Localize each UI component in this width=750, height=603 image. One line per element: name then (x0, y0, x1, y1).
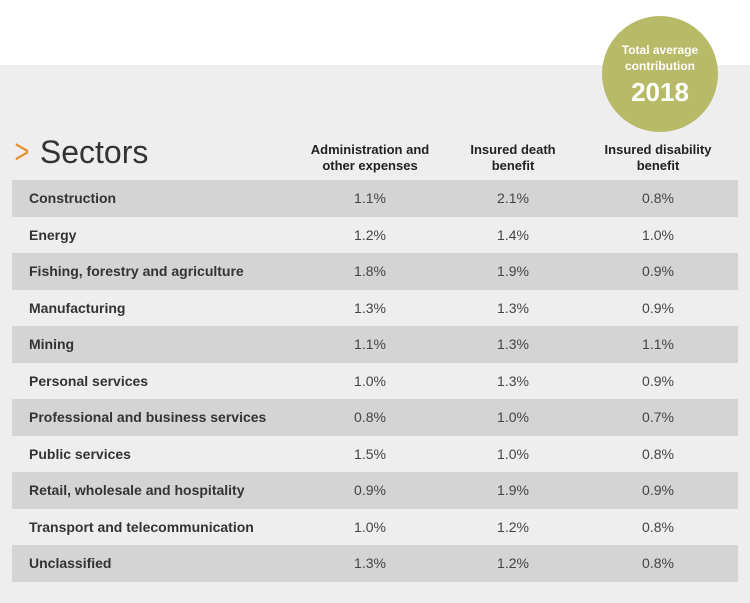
table-cell: 0.7% (642, 409, 674, 426)
table-cell: 1.3% (497, 372, 529, 389)
sector-name: Unclassified (29, 555, 112, 572)
table-cell: 1.2% (497, 518, 529, 535)
sectors-heading: > Sectors (12, 130, 148, 174)
table-cell: 1.9% (497, 263, 529, 280)
table-row: Construction 1.1% 2.1% 0.8% (12, 180, 738, 217)
table-cell: 1.3% (497, 299, 529, 316)
table-cell: 1.2% (497, 555, 529, 572)
table-cell: 0.9% (642, 299, 674, 316)
column-header-line: benefit (491, 158, 535, 173)
table-cell: 1.8% (354, 263, 386, 280)
column-header-line: Administration and (310, 142, 430, 157)
table-cell: 1.2% (354, 226, 386, 243)
table-row: Personal services 1.0% 1.3% 0.9% (12, 363, 738, 400)
table-cell: 1.5% (354, 445, 386, 462)
table-row: Professional and business services 0.8% 1.… (12, 399, 738, 436)
column-header-death-benefit: Insured death benefit (443, 142, 583, 174)
table-cell: 0.8% (642, 190, 674, 207)
table-row: Energy 1.2% 1.4% 1.0% (12, 217, 738, 254)
table-cell: 1.0% (497, 445, 529, 462)
table-cell: 0.9% (354, 482, 386, 499)
sector-name: Mining (29, 336, 75, 353)
sector-name: Public services (29, 445, 131, 462)
table-cell: 1.1% (642, 336, 674, 353)
table-cell: 1.0% (354, 518, 386, 535)
table-cell: 0.8% (354, 409, 386, 426)
column-header-disability-benefit: Insured disability benefit (588, 142, 728, 174)
column-header-administration: Administration and other expenses (300, 142, 440, 174)
sector-name: Manufacturing (29, 299, 126, 316)
table-cell: 2.1% (497, 190, 529, 207)
sector-name: Retail, wholesale and hospitality (29, 482, 245, 499)
table-cell: 1.3% (354, 555, 386, 572)
table-cell: 1.1% (354, 190, 386, 207)
table-cell: 1.9% (497, 482, 529, 499)
table-row: Public services 1.5% 1.0% 0.8% (12, 436, 738, 473)
sector-name: Fishing, forestry and agriculture (29, 263, 244, 280)
column-header-line: Insured death (470, 142, 556, 157)
table-cell: 1.0% (497, 409, 529, 426)
table-cell: 1.1% (354, 336, 386, 353)
page-title: Sectors (39, 134, 149, 170)
sector-name: Professional and business services (29, 409, 267, 426)
column-header-line: Insured disability (604, 142, 712, 157)
table-cell: 0.9% (642, 263, 674, 280)
table-row: Mining 1.1% 1.3% 1.1% (12, 326, 738, 363)
table-cell: 1.0% (642, 226, 674, 243)
table-cell: 1.0% (354, 372, 386, 389)
table-cell: 0.9% (642, 482, 674, 499)
table-cell: 1.4% (497, 226, 529, 243)
table-row: Fishing, forestry and agriculture 1.8% 1.9… (12, 253, 738, 290)
badge-year: 2018 (631, 76, 689, 107)
table-row: Retail, wholesale and hospitality 0.9% 1.9… (12, 472, 738, 509)
table-row: Transport and telecommunication 1.0% 1.2% 0… (12, 509, 738, 546)
sector-name: Transport and telecommunication (29, 518, 254, 535)
contribution-badge: Total average contribution 2018 (602, 16, 718, 132)
table-cell: 0.8% (642, 555, 674, 572)
table-cell: 1.3% (354, 299, 386, 316)
table-cell: 0.9% (642, 372, 674, 389)
column-header-line: other expenses (322, 158, 418, 173)
badge-line-2: contribution (625, 58, 695, 73)
table-cell: 1.3% (497, 336, 529, 353)
sector-table: Construction 1.1% 2.1% 0.8% Energy 1.2% 1.4% 1.… (12, 180, 738, 582)
table-cell: 0.8% (642, 518, 674, 535)
chevron-right-icon: > (14, 133, 30, 171)
badge-line-1: Total average (621, 42, 699, 57)
table-row: Manufacturing 1.3% 1.3% 0.9% (12, 290, 738, 327)
sector-name: Energy (29, 226, 77, 243)
column-header-line: benefit (636, 158, 680, 173)
sector-name: Personal services (29, 372, 149, 389)
table-cell: 0.8% (642, 445, 674, 462)
sector-name: Construction (29, 190, 117, 207)
table-row: Unclassified 1.3% 1.2% 0.8% (12, 545, 738, 582)
